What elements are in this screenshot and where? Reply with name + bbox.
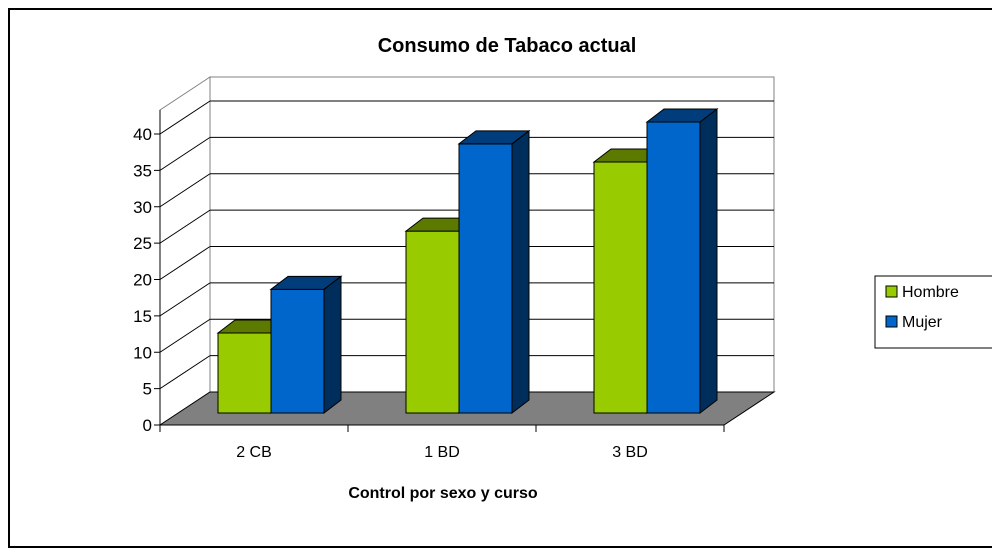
y-tick-label: 20	[133, 271, 152, 290]
legend: Hombre Mujer	[874, 275, 992, 349]
bar-front	[593, 161, 648, 414]
bar-front	[458, 143, 513, 414]
chart-title: Consumo de Tabaco actual	[378, 35, 637, 57]
y-tick-label: 10	[133, 343, 152, 362]
gridline-side	[159, 100, 211, 135]
legend-swatch-mujer	[885, 315, 898, 328]
y-tick-label: 40	[133, 125, 152, 144]
bar-mujer-0	[269, 275, 343, 415]
y-tick-label: 25	[133, 234, 152, 253]
bar-mujer-2	[645, 107, 719, 415]
bar-top	[645, 108, 719, 123]
gridline-side	[159, 246, 211, 280]
y-tick-label: 35	[133, 161, 152, 180]
bar-front	[217, 332, 272, 414]
bar-side	[511, 129, 530, 415]
bar-front	[405, 230, 460, 414]
gridline-side	[159, 282, 211, 317]
legend-label-hombre: Hombre	[902, 284, 959, 301]
gridline-side	[159, 173, 211, 208]
bar-mujer-1	[457, 129, 531, 415]
bar-front	[646, 121, 701, 414]
bar-side	[699, 107, 718, 415]
y-tick-label: 15	[133, 307, 152, 326]
bar-top	[269, 275, 343, 290]
gridline-side	[159, 136, 211, 171]
bar-front	[270, 288, 325, 414]
x-axis-label: Control por sexo y curso	[348, 485, 538, 502]
x-tick-label: 3 BD	[612, 444, 648, 461]
y-tick-label: 5	[143, 380, 152, 399]
x-tick-label: 1 BD	[424, 444, 460, 461]
gridline-side	[159, 355, 211, 390]
plot-area: 0 5 10 15 20 25 30 35 40 2 CB 1 BD 3 BD	[133, 76, 776, 461]
legend-label-mujer: Mujer	[902, 314, 943, 331]
x-tick-label: 2 CB	[236, 444, 272, 461]
y-tick-label: 0	[143, 416, 152, 435]
legend-swatch-hombre	[885, 285, 898, 298]
bar-top	[457, 130, 531, 145]
y-tick-label: 30	[133, 198, 152, 217]
gridline-side	[159, 209, 211, 244]
gridline-side	[159, 318, 211, 353]
bar-side	[323, 275, 342, 415]
